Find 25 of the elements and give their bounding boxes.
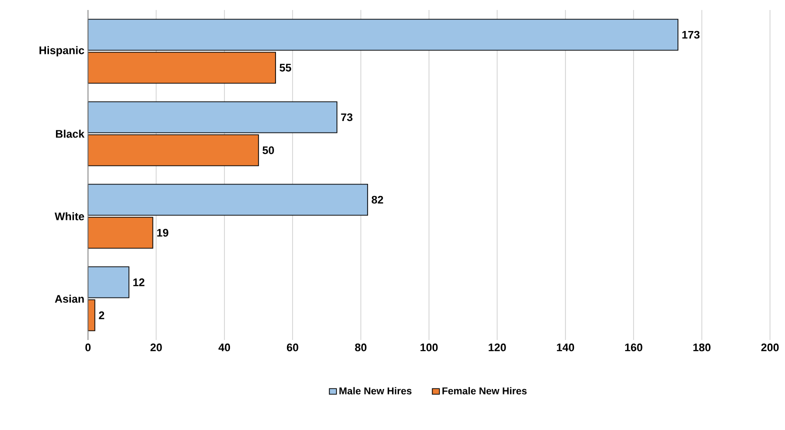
data-label: 2 (98, 311, 104, 320)
y-tick-label: Asian (54, 294, 84, 303)
data-label: 50 (262, 146, 274, 154)
data-label: 19 (157, 228, 168, 237)
data-label: 82 (372, 196, 384, 204)
y-tick-label: White (54, 212, 84, 220)
x-tick-label: 200 (761, 344, 779, 352)
data-label: 173 (682, 30, 700, 39)
legend-label: Female New Hires (442, 387, 527, 394)
x-tick-label: 40 (218, 344, 230, 352)
x-tick-label: 80 (355, 344, 366, 352)
legend-label: Male New Hires (340, 387, 412, 394)
x-tick-label: 160 (625, 344, 642, 352)
y-tick-label: Black (56, 130, 84, 138)
data-label: 12 (133, 278, 144, 286)
x-tick-label: 20 (150, 344, 162, 352)
y-tick-label: Hispanic (40, 46, 84, 56)
data-label: 73 (341, 113, 352, 122)
x-tick-label: 180 (693, 344, 710, 352)
x-tick-label: 120 (488, 344, 506, 352)
x-tick-label: 100 (420, 344, 438, 352)
x-tick-label: 0 (85, 344, 91, 352)
data-label: 55 (280, 64, 292, 72)
x-tick-label: 140 (556, 344, 574, 352)
x-tick-label: 60 (286, 344, 298, 352)
